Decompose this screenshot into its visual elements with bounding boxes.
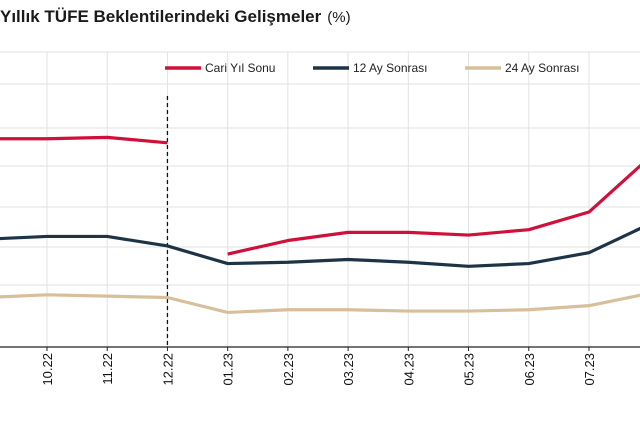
x-axis-ticks: 10.22 11.22 12.22 01.23 02.23 03.23 04.23 05.23… bbox=[40, 347, 597, 386]
x-tick-label: 04.23 bbox=[401, 353, 416, 386]
legend-item-12-ay-sonras: 12 Ay Sonrası bbox=[313, 61, 428, 75]
legend: Cari Yıl Sonu 12 Ay Sonrası 24 Ay Sonrası bbox=[165, 61, 580, 75]
chart-title-unit: (%) bbox=[327, 9, 350, 26]
x-tick-label: 01.23 bbox=[221, 353, 236, 386]
x-tick-label: 02.23 bbox=[281, 353, 296, 386]
chart-title: Yıllık TÜFE Beklentilerindeki Gelişmeler… bbox=[0, 7, 351, 26]
chart-title-main: Yıllık TÜFE Beklentilerindeki Gelişmeler bbox=[0, 7, 322, 26]
legend-label: Cari Yıl Sonu bbox=[205, 61, 275, 75]
series-line-12-ay-sonras bbox=[0, 226, 640, 268]
x-tick-label: 06.23 bbox=[522, 353, 537, 386]
grid-lines bbox=[0, 51, 640, 348]
x-tick-label: 05.23 bbox=[462, 353, 477, 386]
legend-label: 24 Ay Sonrası bbox=[505, 61, 580, 75]
x-tick-label: 12.22 bbox=[160, 353, 175, 386]
x-tick-label: 11.22 bbox=[100, 353, 115, 385]
x-tick-label: 03.23 bbox=[341, 353, 356, 386]
series-line-cari-yl-sonu-segment-2 bbox=[227, 163, 640, 256]
x-tick-label: 07.23 bbox=[582, 353, 597, 386]
legend-item-24-ay-sonras: 24 Ay Sonrası bbox=[465, 61, 580, 75]
series-line-24-ay-sonras bbox=[0, 293, 640, 315]
series-layer bbox=[0, 135, 640, 315]
legend-item-cari-yl-sonu: Cari Yıl Sonu bbox=[165, 61, 275, 75]
legend-label: 12 Ay Sonrası bbox=[353, 61, 428, 75]
x-tick-label: 10.22 bbox=[40, 353, 55, 386]
series-line-cari-yl-sonu bbox=[0, 135, 168, 145]
